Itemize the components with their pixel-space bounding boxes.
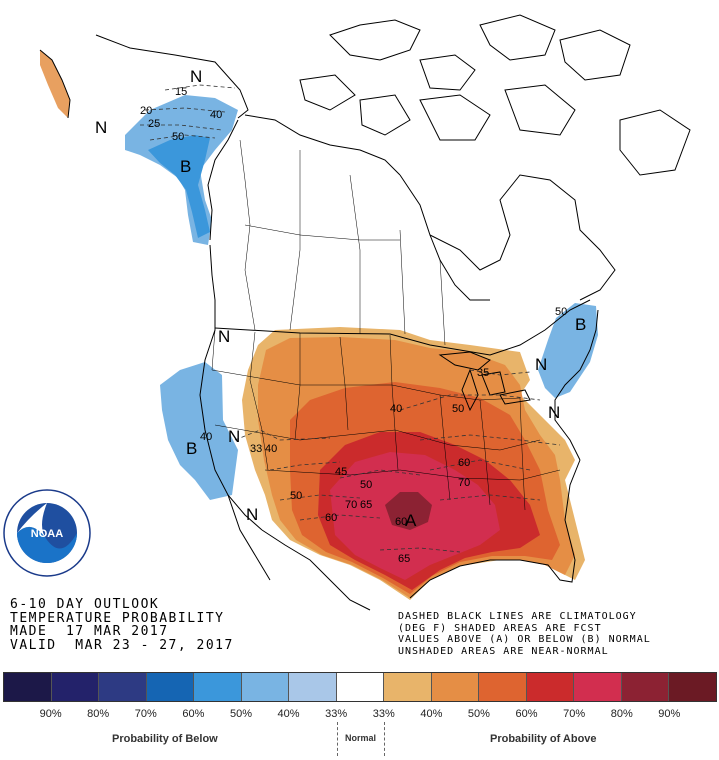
contour-60-southwest: 60 [325, 512, 337, 524]
colorbar-swatch [621, 673, 670, 701]
colorbar-swatch [146, 673, 195, 701]
contour-65: 65 [360, 499, 372, 511]
contour-25: 25 [148, 118, 160, 130]
contour-50-texas: 50 [360, 479, 372, 491]
contour-45: 45 [335, 466, 347, 478]
contour-40-alaska: 40 [210, 109, 222, 121]
colorbar-swatch [574, 673, 622, 701]
normal-separator-left [337, 722, 339, 756]
label-n-alaska-sw: N [95, 118, 107, 137]
contour-40-midwest: 40 [390, 403, 402, 415]
colorbar-tick-label: 40% [420, 708, 443, 720]
colorbar-swatch [241, 673, 290, 701]
normal-separator-right [384, 722, 386, 756]
land-outlines [39, 14, 691, 611]
colorbar-tick-label: 70% [563, 708, 586, 720]
contour-50-southwest: 50 [290, 490, 302, 502]
colorbar-swatch [289, 673, 337, 701]
contour-70-southeast: 70 [458, 477, 470, 489]
state-lines [211, 139, 561, 511]
colorbar-tick-label: 33% [325, 708, 348, 720]
caption-above: Probability of Above [490, 733, 597, 745]
contour-40-west: 40 [200, 431, 212, 443]
contour-65-gulf: 65 [398, 553, 410, 565]
colorbar-swatch [384, 673, 432, 701]
colorbar-swatch [431, 673, 480, 701]
contour-20: 20 [140, 105, 152, 117]
contour-15: 15 [175, 86, 187, 98]
alaska-below-dark-area [148, 135, 210, 238]
note-line-3: VALUES ABOVE (A) OR BELOW (B) NORMAL [398, 634, 651, 645]
caption-below: Probability of Below [112, 733, 218, 745]
label-a-south: A [405, 511, 417, 530]
outlook-line-3: MADE 17 MAR 2017 [10, 624, 169, 639]
alaska-above-area [40, 50, 70, 118]
outlook-line-4: VALID MAR 23 - 27, 2017 [10, 637, 234, 653]
colorbar-tick-label: 70% [134, 708, 157, 720]
outlook-line-1: 6-10 DAY OUTLOOK [10, 597, 160, 612]
contour-60-southeast: 60 [458, 457, 470, 469]
label-b-alaska: B [180, 157, 191, 176]
noaa-logo: NOAA [3, 489, 91, 577]
colorbar-swatch [669, 673, 716, 701]
colorbar-tick-label: 50% [467, 708, 490, 720]
colorbar-ticks: 90% 80% 70% 60% 50% 40% 33% 33% 40% 50% 60% 70% 80% 9… [3, 708, 717, 722]
contour-40-southwest: 40 [265, 443, 277, 455]
colorbar-tick-label: 80% [87, 708, 110, 720]
contour-33-west: 33 [250, 443, 262, 455]
caption-normal: Normal [345, 733, 377, 743]
colorbar-swatch [4, 673, 52, 701]
label-n-southwest: N [246, 505, 258, 524]
colorbar-tick-label: 33% [372, 708, 395, 720]
noaa-logo-text: NOAA [31, 528, 63, 540]
outlook-line-2: TEMPERATURE PROBABILITY [10, 610, 225, 626]
colorbar-swatch [51, 673, 100, 701]
label-b-west: B [186, 439, 197, 458]
label-n-northeast: N [535, 355, 547, 374]
label-b-northeast: B [575, 315, 586, 334]
label-n-alaska: N [190, 67, 202, 86]
label-n-northwest: N [218, 327, 230, 346]
contour-60-texas: 60 [395, 516, 407, 528]
outlook-map: N N B N B N N B N N A 15 20 25 40 50 40 … [39, 14, 691, 611]
colorbar-tick-label: 40% [277, 708, 300, 720]
note-line-4: UNSHADED AREAS ARE NEAR-NORMAL [398, 645, 609, 657]
label-n-atlantic: N [548, 403, 560, 422]
colorbar-tick-label: 90% [39, 708, 62, 720]
northeast-below-area [538, 303, 598, 398]
colorbar-swatch [526, 673, 575, 701]
contour-70: 70 [345, 499, 357, 511]
colorbar-swatch [336, 673, 385, 701]
above-90-area [385, 492, 432, 530]
probability-colorbar [3, 672, 717, 702]
west-below-area [160, 362, 238, 500]
contour-35: 35 [477, 367, 489, 379]
legend-note-block: DASHED BLACK LINES ARE CLIMATOLOGY (DEG F… [398, 611, 651, 657]
colorbar-swatch [99, 673, 147, 701]
colorbar-tick-label: 90% [658, 708, 681, 720]
colorbar-tick-label: 60% [515, 708, 538, 720]
outlook-title-block: 6-10 DAY OUTLOOK TEMPERATURE PROBABILITY M… [10, 598, 234, 652]
contour-50-northeast: 50 [555, 306, 567, 318]
colorbar-tick-label: 80% [610, 708, 633, 720]
colorbar-swatch [194, 673, 242, 701]
colorbar-tick-label: 50% [229, 708, 252, 720]
label-n-west: N [228, 427, 240, 446]
note-line-1: DASHED BLACK LINES ARE CLIMATOLOGY [398, 611, 637, 622]
colorbar-swatch [479, 673, 527, 701]
colorbar-tick-label: 60% [182, 708, 205, 720]
contour-50-midwest: 50 [452, 403, 464, 415]
climatology-contours [140, 84, 561, 553]
contour-50-alaska: 50 [172, 131, 184, 143]
note-line-2: (DEG F) SHADED AREAS ARE FCST [398, 622, 602, 634]
